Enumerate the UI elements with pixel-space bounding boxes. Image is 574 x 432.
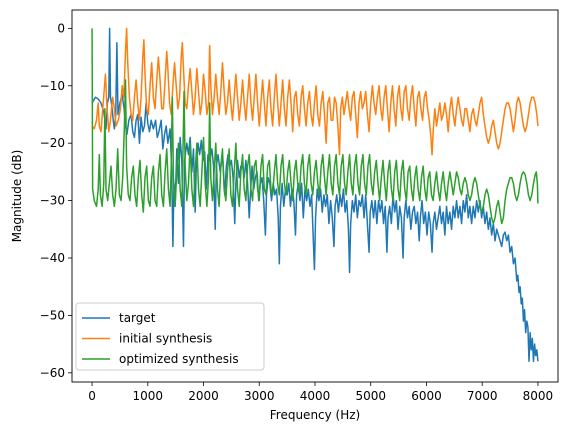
y-tick-label: −50 (40, 308, 65, 322)
x-tick-label: 5000 (355, 389, 386, 403)
y-axis-label: Magnitude (dB) (10, 150, 24, 243)
x-axis-label: Frequency (Hz) (270, 408, 361, 422)
x-tick-label: 6000 (411, 389, 442, 403)
legend-label-3: optimized synthesis (119, 352, 239, 366)
x-tick-label: 0 (88, 389, 96, 403)
y-tick-label: −60 (40, 366, 65, 380)
y-axis: 0 −10 −20 −30 −40 −50 −60 (40, 21, 72, 379)
y-tick-label: 0 (57, 21, 65, 35)
x-tick-label: 8000 (523, 389, 554, 403)
series-line-2 (92, 28, 538, 154)
y-tick-label: −20 (40, 136, 65, 150)
y-tick-label: −30 (40, 194, 65, 208)
legend: target initial synthesis optimized synthes… (76, 303, 264, 370)
y-tick-label: −40 (40, 251, 65, 265)
y-tick-label: −10 (40, 79, 65, 93)
x-tick-label: 1000 (133, 389, 164, 403)
x-tick-label: 2000 (188, 389, 219, 403)
x-tick-label: 7000 (467, 389, 498, 403)
legend-label-1: target (119, 311, 156, 325)
x-tick-label: 4000 (300, 389, 331, 403)
x-axis: 0 1000 2000 3000 4000 5000 6000 7000 8000 (88, 382, 553, 403)
legend-label-2: initial synthesis (119, 332, 212, 346)
x-tick-label: 3000 (244, 389, 275, 403)
